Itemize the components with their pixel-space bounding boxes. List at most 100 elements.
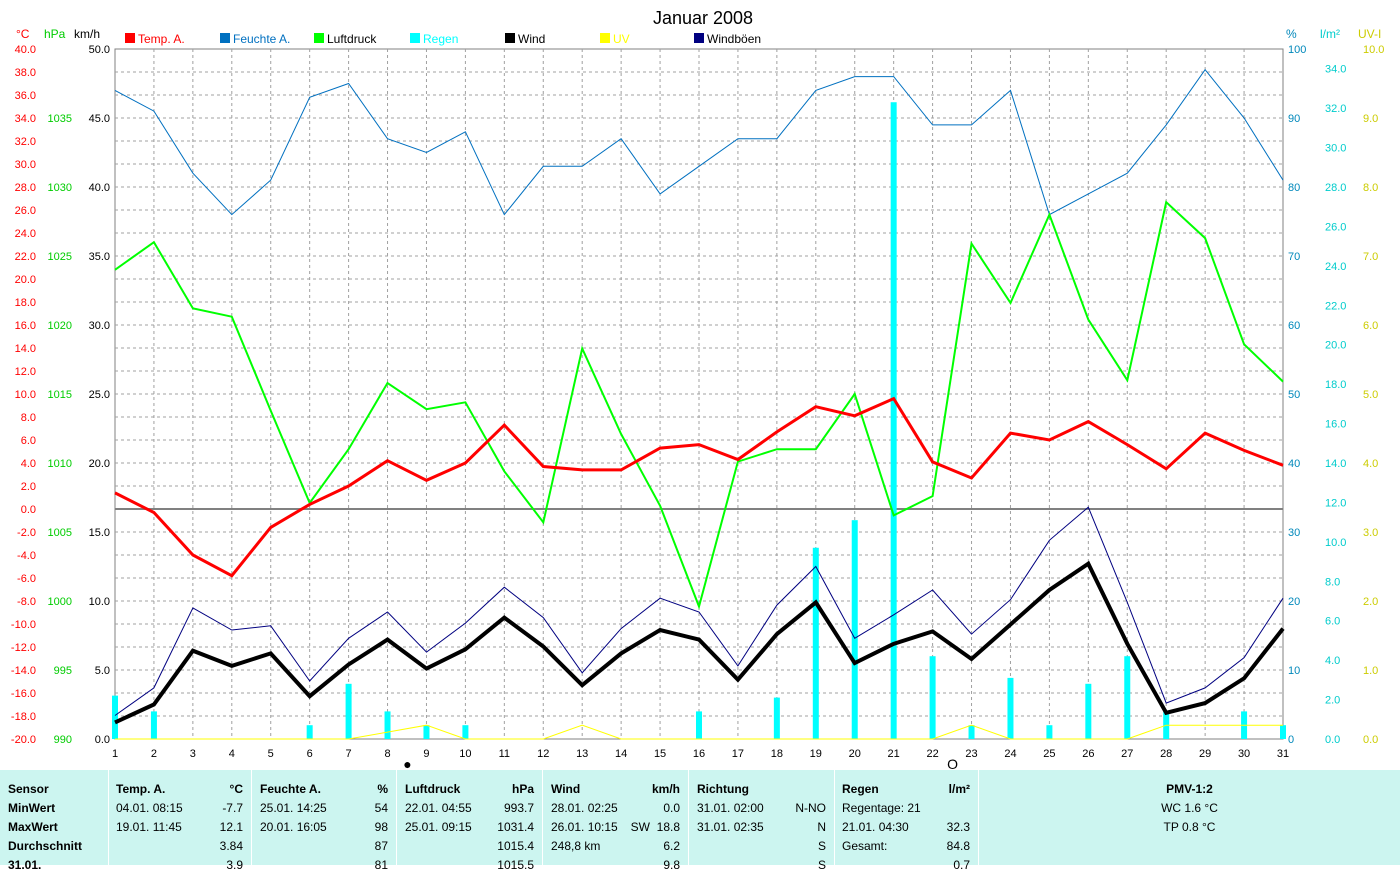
rain-axis-tick-label: 14.0 — [1325, 458, 1346, 470]
temp-axis-tick-label: 24.0 — [15, 228, 36, 240]
uv-axis-tick-label: 1.0 — [1363, 665, 1378, 677]
wind-axis-tick-label: 5.0 — [95, 665, 110, 677]
stats-humidity-avg: 87 — [374, 839, 388, 853]
x-tick-label: 19 — [810, 748, 822, 760]
x-tick-label: 28 — [1160, 748, 1172, 760]
stats-pressure-header: Luftdruck — [405, 782, 461, 796]
temp-axis-tick-label: -2.0 — [17, 527, 36, 539]
legend-label: UV — [613, 32, 630, 46]
temp-axis-tick-label: 6.0 — [21, 435, 36, 447]
temp-axis-tick-label: -8.0 — [17, 596, 36, 608]
stats-rain-days: Regentage: 21 — [842, 801, 921, 815]
stats-pmv-column: PMV-1:2 WC 1.6 °C TP 0.8 °C — [979, 770, 1400, 865]
series-line-uv — [115, 724, 1283, 740]
rain-axis-tick-label: 12.0 — [1325, 497, 1346, 509]
temp-axis-tick-label: 18.0 — [15, 297, 36, 309]
rain-bar — [1280, 725, 1286, 739]
x-tick-label: 26 — [1082, 748, 1094, 760]
stats-temp-max-time: 19.01. 11:45 — [116, 820, 182, 834]
stats-wind-max: 18.8 — [656, 820, 680, 834]
stats-pressure-column: Luftdruck hPa 22.01. 04:55 993.7 25.01. 09… — [397, 770, 543, 872]
uv-axis-tick-label: 4.0 — [1363, 458, 1378, 470]
x-tick-label: 6 — [307, 748, 313, 760]
stats-pressure-min: 993.7 — [503, 801, 534, 815]
stats-humidity-current: 81 — [374, 858, 388, 872]
uv-axis-tick-label: 9.0 — [1363, 113, 1378, 125]
rain-axis-tick-label: 20.0 — [1325, 340, 1346, 352]
rain-bar — [1085, 683, 1092, 739]
x-tick-label: 11 — [499, 748, 510, 760]
wind-axis-tick-label: 15.0 — [89, 527, 110, 539]
stats-rain-max: 32.3 — [946, 820, 970, 834]
stats-wind-distance: 248,8 km — [551, 839, 601, 853]
legend-swatch — [220, 33, 230, 43]
x-tick-label: 10 — [459, 748, 471, 760]
temp-axis-tick-label: 14.0 — [15, 343, 36, 355]
x-tick-label: 30 — [1238, 748, 1250, 760]
x-tick-label: 25 — [1043, 748, 1055, 760]
stats-humidity-header: Feuchte A. — [260, 782, 321, 796]
pressure-axis-tick-label: 995 — [54, 665, 72, 677]
stats-wind-min-time: 28.01. 02:25 — [551, 801, 618, 815]
temp-axis-tick-label: -12.0 — [11, 642, 36, 654]
temp-axis-tick-label: -6.0 — [17, 573, 36, 585]
wind-axis-tick-label: 20.0 — [89, 458, 110, 470]
rain-axis-tick-label: 26.0 — [1325, 221, 1346, 233]
stats-pressure-current: 1015.5 — [497, 858, 534, 872]
legend-label: Feuchte A. — [233, 32, 290, 46]
rain-axis-tick-label: 2.0 — [1325, 695, 1340, 707]
x-tick-label: 22 — [926, 748, 938, 760]
stats-temp-max: 12.1 — [219, 820, 243, 834]
chart-title: Januar 2008 — [653, 8, 753, 28]
temp-axis-tick-label: 16.0 — [15, 320, 36, 332]
temp-axis-tick-label: 36.0 — [15, 90, 36, 102]
temp-axis-tick-label: -16.0 — [11, 688, 36, 700]
wind-axis-unit: km/h — [74, 27, 100, 41]
stats-humidity-min: 54 — [374, 801, 388, 815]
wind-axis-tick-label: 0.0 — [95, 734, 110, 746]
rain-axis-tick-label: 24.0 — [1325, 261, 1346, 273]
temp-axis-tick-label: -4.0 — [17, 550, 36, 562]
stats-sensor-header: Sensor — [8, 782, 49, 796]
rain-axis-tick-label: 0.0 — [1325, 734, 1340, 746]
x-tick-label: 8 — [384, 748, 390, 760]
x-tick-label: 15 — [654, 748, 666, 760]
uv-axis-unit: UV-I — [1358, 27, 1381, 41]
stats-temp-unit: °C — [229, 782, 243, 796]
rain-axis-tick-label: 4.0 — [1325, 655, 1340, 667]
temp-axis-tick-label: 30.0 — [15, 159, 36, 171]
rain-bar — [773, 697, 780, 739]
rain-axis-tick-label: 32.0 — [1325, 103, 1346, 115]
pressure-axis-tick-label: 1010 — [48, 458, 72, 470]
pressure-axis-unit: hPa — [44, 27, 66, 41]
stats-rain-column: Regen l/m² Regentage: 21 21.01. 04:30 32.3… — [835, 770, 979, 872]
temp-axis-tick-label: -20.0 — [11, 734, 36, 746]
humidity-axis-unit: % — [1286, 27, 1297, 41]
stats-wind-header: Wind — [551, 782, 581, 796]
rain-bar — [306, 725, 313, 739]
stats-rain-current: 0.7 — [953, 858, 970, 872]
wind-axis-tick-label: 10.0 — [89, 596, 110, 608]
stats-pressure-max-time: 25.01. 09:15 — [405, 820, 472, 834]
stats-rain-max-time: 21.01. 04:30 — [842, 820, 909, 834]
rain-axis-tick-label: 16.0 — [1325, 419, 1346, 431]
legend-label: Wind — [518, 32, 545, 46]
temp-axis-tick-label: -18.0 — [11, 711, 36, 723]
stats-humidity-min-time: 25.01. 14:25 — [260, 801, 327, 815]
legend-swatch — [694, 33, 704, 43]
uv-axis-tick-label: 6.0 — [1363, 320, 1378, 332]
stats-direction-current: S — [817, 858, 826, 872]
legend-swatch — [125, 33, 135, 43]
temp-axis-tick-label: 26.0 — [15, 205, 36, 217]
stats-row-label: 31.01. — [8, 858, 42, 872]
x-tick-label: 17 — [732, 748, 744, 760]
pressure-axis-tick-label: 1020 — [48, 320, 72, 332]
rain-axis-tick-label: 28.0 — [1325, 182, 1346, 194]
x-tick-label: 4 — [229, 748, 235, 760]
legend-label: Windböen — [707, 32, 761, 46]
rain-axis-tick-label: 8.0 — [1325, 576, 1340, 588]
chart-grid — [114, 48, 1284, 740]
series-line-humidity — [114, 68, 1284, 216]
humidity-axis-tick-label: 80 — [1288, 182, 1300, 194]
left-axes: °C hPa km/h 40.0 38.0 36.0 34.0 32.0 30.0 28.0… — [11, 27, 110, 746]
